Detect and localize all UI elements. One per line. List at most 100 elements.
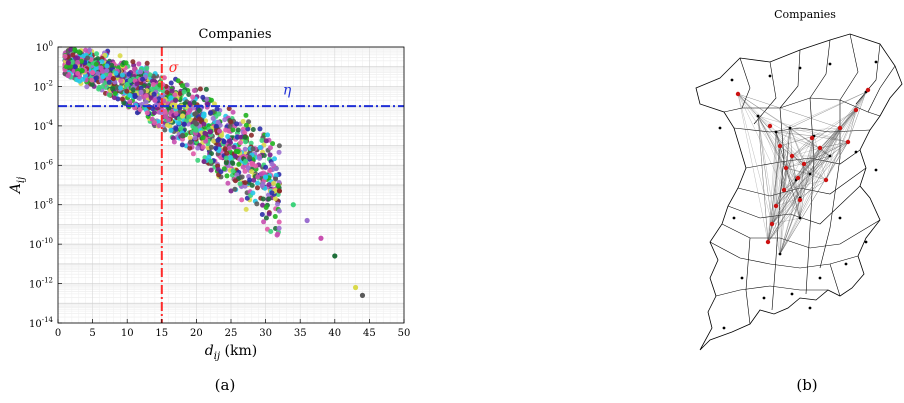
scatter-point (96, 86, 102, 92)
scatter-point (111, 95, 117, 101)
scatter-point (235, 148, 241, 155)
scatter-point (168, 127, 174, 133)
scatter-point (70, 52, 76, 58)
network-edge (767, 127, 841, 243)
scatter-point (153, 102, 159, 108)
scatter-point (83, 47, 89, 53)
scatter-point (173, 98, 179, 104)
x-tick-label: 5 (89, 328, 95, 339)
scatter-point (208, 144, 214, 150)
network-edge (757, 115, 849, 143)
municipality-dot (756, 114, 760, 118)
scatter-point (250, 146, 256, 152)
company-node (777, 143, 783, 149)
scatter-point (201, 158, 207, 164)
scatter-point (223, 155, 229, 161)
x-tick-label: 30 (259, 328, 272, 339)
scatter-point (223, 160, 229, 166)
scatter-point (245, 126, 251, 132)
scatter-point (238, 140, 244, 146)
company-node (783, 165, 789, 171)
municipality-dot (828, 154, 832, 158)
municipality-dot (874, 168, 878, 172)
network-edge (813, 135, 827, 181)
municipality-border (829, 263, 841, 297)
scatter-point (147, 72, 153, 78)
network-edges (737, 91, 867, 255)
scatter-point (230, 127, 236, 133)
scatter-point (106, 79, 112, 85)
network-edge (813, 109, 857, 137)
scatter-point (243, 158, 249, 164)
network-edge (847, 109, 857, 143)
scatter-point (239, 174, 245, 180)
network-edge (785, 155, 831, 169)
network-edge (757, 115, 787, 169)
network-edge (779, 127, 791, 147)
scatter-point (190, 94, 196, 100)
scatter-point (75, 70, 81, 76)
scatter-point (249, 169, 255, 175)
scatter-point (260, 181, 266, 187)
network-edge (775, 131, 821, 149)
y-tick-label: 10-12 (29, 277, 53, 291)
scatter-point (156, 123, 162, 129)
y-tick-label: 10-4 (33, 119, 53, 133)
scatter-point (255, 174, 261, 180)
scatter-point (253, 163, 259, 169)
scatter-point (151, 91, 157, 97)
network-edge (775, 131, 831, 157)
scatter-point (211, 101, 217, 107)
scatter-point (231, 144, 237, 150)
scatter-point (152, 97, 158, 103)
municipality-border (737, 167, 867, 197)
scatter-point (164, 89, 170, 95)
scatter-point (127, 78, 133, 84)
network-edge (785, 167, 797, 181)
municipality-border (753, 61, 777, 125)
network-edge (785, 167, 811, 175)
scatter-point (175, 78, 181, 84)
scatter-point (244, 195, 250, 201)
network-edge (795, 109, 857, 181)
scatter-point (131, 66, 137, 72)
network-edge (799, 135, 815, 219)
scatter-point (260, 202, 266, 208)
scatter-point (229, 159, 235, 165)
scatter-point (226, 145, 232, 151)
network-edge (779, 145, 801, 219)
company-node (853, 107, 859, 113)
scatter-point (218, 169, 224, 175)
scatter-point (272, 156, 278, 162)
scatter-point (143, 99, 149, 105)
network-edge (771, 197, 801, 225)
network-edge (737, 93, 831, 157)
network-edge (783, 189, 801, 219)
scatter-point (112, 91, 118, 97)
municipality-dot (732, 216, 736, 220)
scatter-point (242, 130, 248, 136)
scatter-point (144, 110, 150, 116)
scatter-point (127, 99, 133, 105)
network-edge (809, 91, 867, 175)
municipality-dot (808, 172, 812, 176)
y-tick-label: 10-2 (33, 79, 53, 93)
scatter-point (201, 111, 207, 117)
scatter-point (161, 75, 167, 81)
caption-a: (a) (214, 376, 236, 394)
scatter-point (273, 176, 279, 182)
scatter-point (272, 214, 278, 220)
scatter-point (89, 77, 95, 83)
scatter-point (179, 83, 185, 89)
municipality-border (715, 285, 828, 297)
municipality-border (742, 97, 881, 117)
municipality-border (867, 65, 896, 113)
scatter-point (234, 121, 240, 127)
scatter-point (266, 211, 272, 217)
network-map (695, 33, 903, 351)
scatter-point (251, 177, 257, 183)
scatter-point (352, 284, 359, 291)
scatter-point (226, 138, 232, 144)
x-axis-label: dij (km) (205, 343, 257, 362)
network-edge (737, 93, 787, 169)
